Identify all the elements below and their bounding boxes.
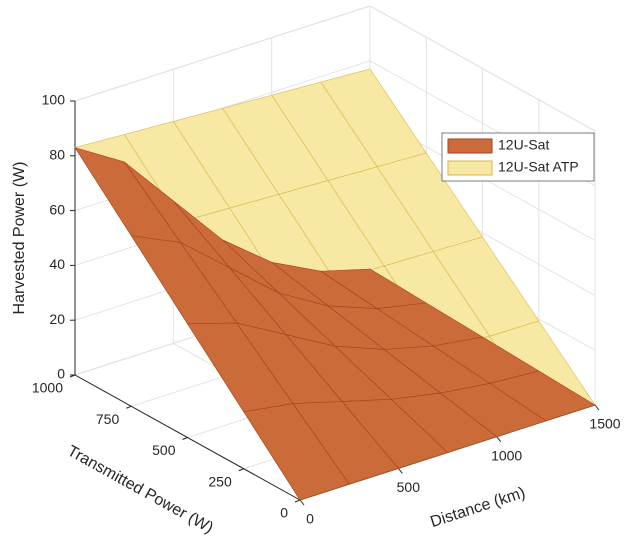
x-tick-label: 1000 (491, 447, 522, 463)
x-tick (496, 436, 502, 442)
y-tick (126, 405, 132, 409)
axis-line (74, 374, 301, 501)
x-tick-label: 500 (397, 479, 421, 495)
z-tick-label: 100 (42, 92, 66, 108)
z-tick-label: 0 (57, 366, 65, 382)
y-tick-label: 0 (280, 505, 288, 521)
y-tick-label: 250 (208, 473, 232, 489)
y-tick (182, 437, 188, 440)
z-tick-label: 20 (49, 311, 65, 327)
z-axis-label: Harvested Power (W) (11, 162, 28, 315)
legend-swatch (447, 160, 493, 176)
x-tick-label: 1500 (589, 416, 620, 432)
x-tick-label: 0 (306, 511, 314, 527)
z-tick-label: 60 (49, 201, 65, 217)
y-tick (238, 468, 244, 472)
x-tick (397, 468, 403, 474)
x-tick (299, 499, 305, 506)
legend-swatch (447, 138, 493, 154)
z-tick-label: 40 (49, 256, 65, 272)
y-tick-label: 750 (96, 411, 120, 427)
surface-cell (243, 403, 350, 501)
y-tick-label: 500 (152, 442, 176, 458)
x-tick (594, 404, 600, 411)
y-tick-label: 1000 (32, 380, 63, 396)
y-axis-label: Transmitted Power (W) (64, 443, 216, 537)
x-axis-label: Distance (km) (428, 484, 527, 531)
legend-label: 12U-Sat (498, 137, 549, 153)
y-tick (294, 499, 301, 503)
y-tick (69, 374, 76, 378)
legend-label: 12U-Sat ATP (498, 159, 579, 175)
z-tick-label: 80 (49, 147, 65, 163)
